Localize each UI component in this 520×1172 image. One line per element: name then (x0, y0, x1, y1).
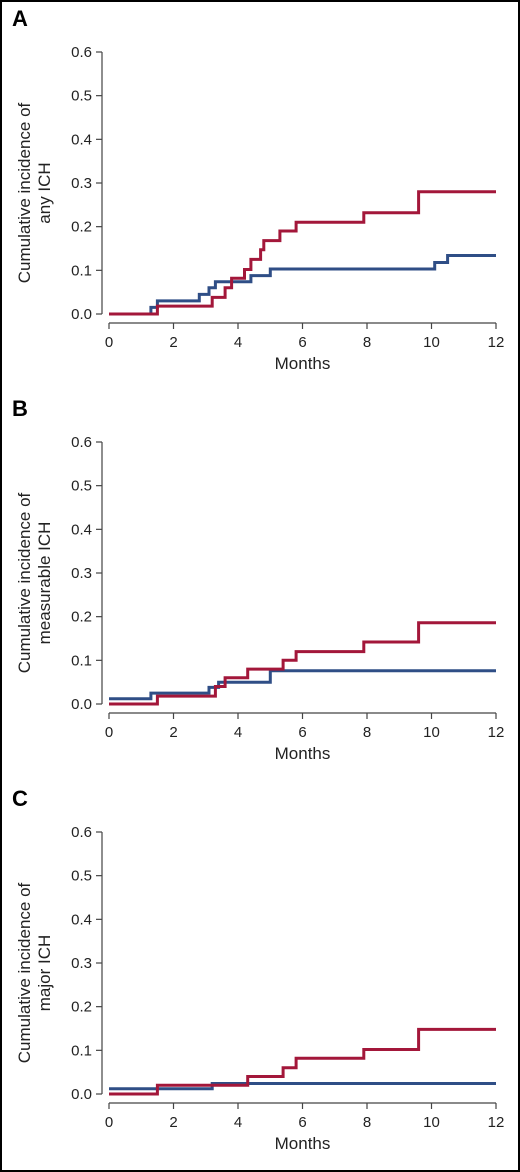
x-tick-label: 2 (169, 724, 177, 741)
x-tick-label: 10 (423, 334, 440, 351)
series-line-red (109, 621, 496, 706)
y-tick-label: 0.2 (71, 999, 92, 1016)
y-tick-label: 0.2 (71, 219, 92, 236)
series-line-blue (109, 669, 496, 701)
y-axis-title-line: Cumulative incidence of (15, 492, 34, 673)
x-tick-label: 2 (169, 334, 177, 351)
y-tick-label: 0.4 (71, 911, 92, 928)
y-tick-label: 0.3 (71, 955, 92, 972)
x-axis-title: Months (275, 354, 331, 373)
x-tick-label: 0 (105, 724, 113, 741)
x-tick-label: 8 (363, 724, 371, 741)
x-axis-title: Months (275, 744, 331, 763)
y-tick-label: 0.0 (71, 306, 92, 323)
y-axis-title-line: Cumulative incidence of (15, 882, 34, 1063)
x-tick-label: 8 (363, 334, 371, 351)
y-tick-label: 0.6 (71, 434, 92, 451)
x-tick-label: 4 (234, 334, 242, 351)
x-tick-label: 10 (423, 724, 440, 741)
x-tick-label: 12 (488, 334, 505, 351)
x-tick-label: 6 (298, 724, 306, 741)
x-tick-label: 6 (298, 1114, 306, 1131)
x-axis-title: Months (275, 1134, 331, 1153)
x-tick-label: 4 (234, 724, 242, 741)
y-tick-label: 0.5 (71, 88, 92, 105)
x-tick-label: 0 (105, 1114, 113, 1131)
y-axis-title-line: any ICH (35, 162, 54, 223)
x-tick-label: 6 (298, 334, 306, 351)
y-tick-label: 0.1 (71, 262, 92, 279)
x-tick-label: 12 (488, 1114, 505, 1131)
y-axis-title-line: measurable ICH (35, 522, 54, 645)
y-tick-label: 0.3 (71, 175, 92, 192)
series-line-red (109, 1027, 496, 1096)
y-axis-title-line: major ICH (35, 935, 54, 1012)
y-tick-label: 0.4 (71, 131, 92, 148)
y-tick-label: 0.0 (71, 1086, 92, 1103)
y-tick-label: 0.1 (71, 1042, 92, 1059)
y-tick-label: 0.2 (71, 609, 92, 626)
y-tick-label: 0.4 (71, 521, 92, 538)
y-tick-label: 0.0 (71, 696, 92, 713)
x-tick-label: 4 (234, 1114, 242, 1131)
panel-letter-a: A (12, 6, 28, 31)
x-tick-label: 2 (169, 1114, 177, 1131)
y-tick-label: 0.6 (71, 824, 92, 841)
series-line-red (109, 190, 496, 316)
y-axis-title-line: Cumulative incidence of (15, 102, 34, 283)
x-tick-label: 0 (105, 334, 113, 351)
x-tick-label: 12 (488, 724, 505, 741)
y-tick-label: 0.5 (71, 478, 92, 495)
panel-letter-b: B (12, 396, 28, 421)
x-tick-label: 10 (423, 1114, 440, 1131)
y-tick-label: 0.3 (71, 565, 92, 582)
x-tick-label: 8 (363, 1114, 371, 1131)
y-tick-label: 0.1 (71, 652, 92, 669)
y-tick-label: 0.6 (71, 44, 92, 61)
y-tick-label: 0.5 (71, 868, 92, 885)
panel-letter-c: C (12, 786, 28, 811)
